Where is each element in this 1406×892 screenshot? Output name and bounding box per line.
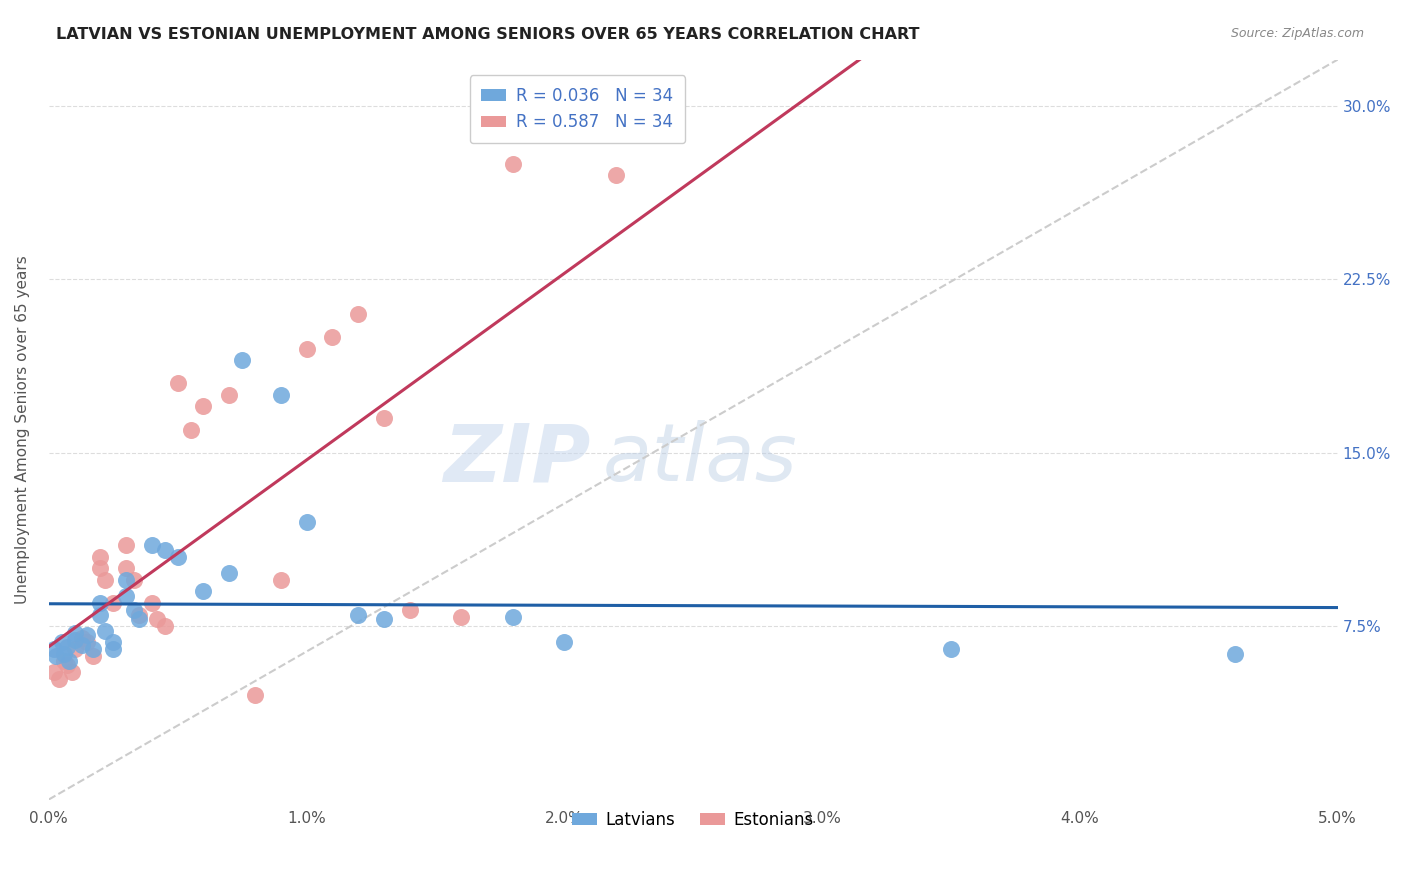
Point — [103, 596, 125, 610]
Text: Source: ZipAtlas.com: Source: ZipAtlas.com — [1230, 27, 1364, 40]
Point — [82, 649, 104, 664]
Point — [82, 642, 104, 657]
Point — [243, 689, 266, 703]
Point — [51, 635, 73, 649]
Text: atlas: atlas — [603, 420, 797, 498]
Point — [270, 388, 292, 402]
Point — [89, 549, 111, 564]
Point — [72, 638, 94, 652]
Point — [1223, 647, 1246, 661]
Point — [63, 642, 86, 657]
Point — [166, 376, 188, 391]
Point — [103, 642, 125, 657]
Point — [295, 515, 318, 529]
Point — [373, 411, 395, 425]
Point — [56, 658, 79, 673]
Point — [42, 642, 65, 657]
Point — [89, 561, 111, 575]
Point — [76, 628, 98, 642]
Point — [128, 612, 150, 626]
Point — [605, 168, 627, 182]
Point — [321, 330, 343, 344]
Point — [193, 584, 215, 599]
Point — [128, 607, 150, 622]
Point — [141, 538, 163, 552]
Point — [72, 631, 94, 645]
Point — [939, 642, 962, 657]
Point — [56, 640, 79, 654]
Point — [502, 610, 524, 624]
Point — [218, 388, 240, 402]
Point — [94, 573, 117, 587]
Point — [166, 549, 188, 564]
Point — [122, 573, 145, 587]
Point — [115, 561, 138, 575]
Point — [48, 673, 70, 687]
Point — [295, 342, 318, 356]
Point — [122, 603, 145, 617]
Point — [347, 607, 370, 622]
Point — [141, 596, 163, 610]
Point — [94, 624, 117, 638]
Point — [115, 573, 138, 587]
Point — [153, 619, 176, 633]
Point — [180, 423, 202, 437]
Point — [53, 654, 76, 668]
Point — [60, 665, 83, 680]
Text: ZIP: ZIP — [443, 420, 591, 498]
Point — [53, 647, 76, 661]
Point — [450, 610, 472, 624]
Point — [63, 626, 86, 640]
Point — [347, 307, 370, 321]
Point — [115, 538, 138, 552]
Point — [58, 654, 80, 668]
Point — [270, 573, 292, 587]
Point — [193, 400, 215, 414]
Point — [89, 607, 111, 622]
Point — [398, 603, 420, 617]
Point — [103, 635, 125, 649]
Text: LATVIAN VS ESTONIAN UNEMPLOYMENT AMONG SENIORS OVER 65 YEARS CORRELATION CHART: LATVIAN VS ESTONIAN UNEMPLOYMENT AMONG S… — [56, 27, 920, 42]
Point — [153, 542, 176, 557]
Legend: Latvians, Estonians: Latvians, Estonians — [565, 805, 821, 836]
Point — [76, 635, 98, 649]
Point — [89, 596, 111, 610]
Point — [231, 353, 253, 368]
Point — [63, 632, 86, 647]
Point — [146, 612, 169, 626]
Point — [373, 612, 395, 626]
Point — [502, 156, 524, 170]
Point — [553, 635, 575, 649]
Point — [42, 665, 65, 680]
Point — [218, 566, 240, 580]
Point — [45, 649, 67, 664]
Y-axis label: Unemployment Among Seniors over 65 years: Unemployment Among Seniors over 65 years — [15, 255, 30, 604]
Point — [115, 589, 138, 603]
